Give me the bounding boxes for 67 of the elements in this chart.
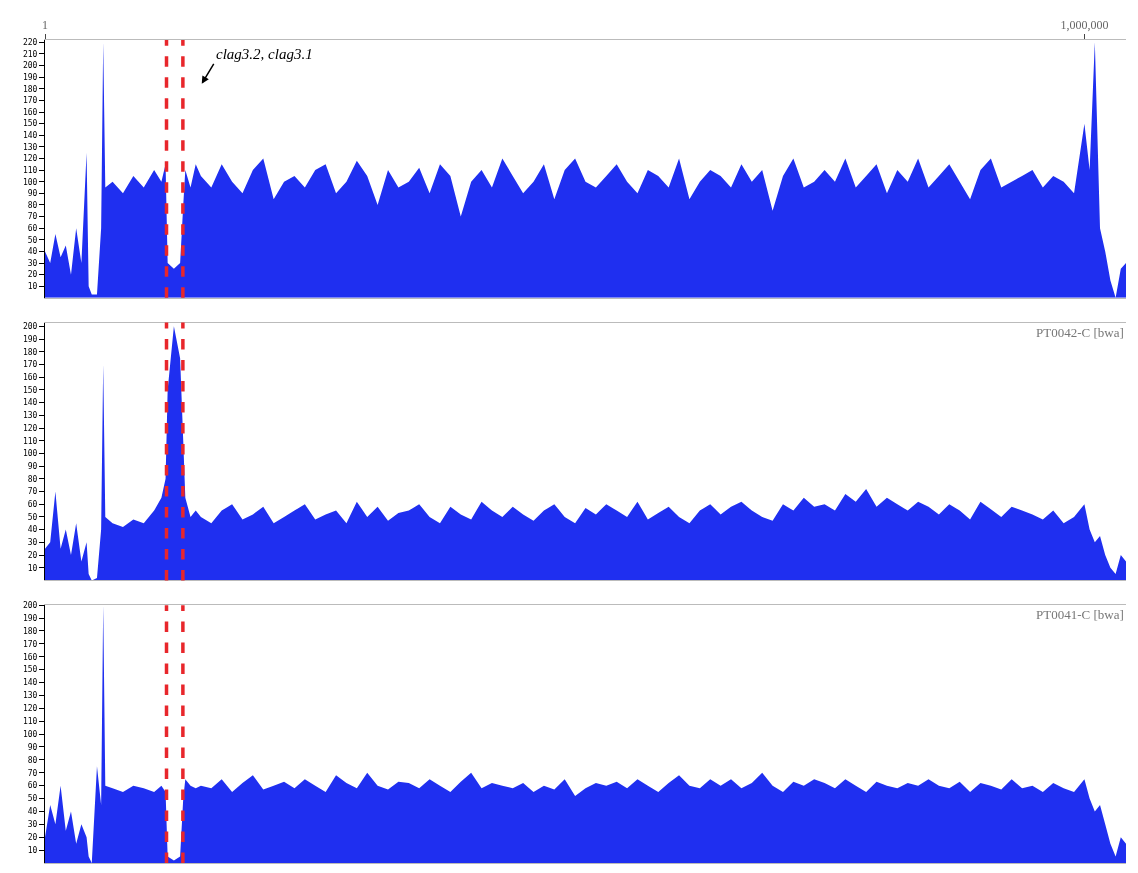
- y-tick-label: 100: [22, 449, 38, 459]
- y-tick-label: 70: [27, 487, 38, 497]
- y-tick-label: 30: [27, 820, 38, 830]
- y-tick-label: 40: [27, 247, 38, 257]
- y-tick-label: 100: [22, 177, 38, 187]
- y-tick-label: 150: [22, 665, 38, 675]
- y-tick-label: 60: [27, 500, 38, 510]
- y-tick-label: 150: [22, 385, 38, 395]
- y-tick-label: 200: [22, 322, 38, 332]
- y-tick-label: 50: [27, 235, 38, 245]
- y-tick-label: 40: [27, 525, 38, 535]
- y-tick-label: 130: [22, 142, 38, 152]
- chart-title: PT0042-C [bwa]: [1036, 325, 1124, 340]
- y-tick-label: 70: [27, 768, 38, 778]
- y-tick-label: 80: [27, 200, 38, 210]
- y-tick-label: 80: [27, 474, 38, 484]
- y-tick-label: 130: [22, 691, 38, 701]
- y-tick-label: 120: [22, 423, 38, 433]
- y-tick-label: 210: [22, 49, 38, 59]
- y-tick-label: 20: [27, 550, 38, 560]
- y-tick-label: 200: [22, 61, 38, 71]
- annotation: clag3.2, clag3.1: [216, 46, 313, 62]
- y-tick-label: 140: [22, 678, 38, 688]
- y-tick-label: 10: [27, 563, 38, 573]
- y-tick-label: 30: [27, 258, 38, 268]
- y-tick-label: 50: [27, 512, 38, 522]
- y-tick-label: 110: [22, 165, 38, 175]
- y-tick-label: 160: [22, 372, 38, 382]
- y-tick-label: 30: [27, 538, 38, 548]
- y-tick-label: 60: [27, 223, 38, 233]
- y-tick-label: 120: [22, 154, 38, 164]
- y-tick-label: 50: [27, 794, 38, 804]
- y-tick-label: 20: [27, 270, 38, 280]
- y-tick-label: 190: [22, 613, 38, 623]
- x-tick-label: 1,000,000: [1060, 18, 1109, 33]
- y-tick-label: 140: [22, 398, 38, 408]
- y-tick-label: 140: [22, 131, 38, 141]
- y-tick-label: 160: [22, 107, 38, 117]
- y-tick-label: 180: [22, 626, 38, 636]
- y-tick-label: 170: [22, 639, 38, 649]
- y-tick-label: 120: [22, 704, 38, 714]
- y-tick-label: 110: [22, 716, 38, 726]
- y-tick-label: 10: [27, 845, 38, 855]
- y-tick-label: 200: [22, 600, 38, 610]
- y-tick-label: 110: [22, 436, 38, 446]
- y-tick-label: 80: [27, 755, 38, 765]
- y-tick-label: 180: [22, 84, 38, 94]
- y-tick-label: 90: [27, 461, 38, 471]
- y-tick-label: 180: [22, 347, 38, 357]
- y-tick-label: 170: [22, 360, 38, 370]
- y-tick-label: 90: [27, 189, 38, 199]
- y-tick-label: 190: [22, 72, 38, 82]
- y-tick-label: 170: [22, 96, 38, 106]
- y-tick-label: 220: [22, 38, 38, 48]
- x-tick-label: 1: [42, 18, 48, 33]
- y-tick-label: 20: [27, 833, 38, 843]
- y-tick-label: 160: [22, 652, 38, 662]
- y-tick-label: 100: [22, 729, 38, 739]
- y-tick-label: 70: [27, 212, 38, 222]
- y-tick-label: 90: [27, 742, 38, 752]
- y-tick-label: 60: [27, 781, 38, 791]
- y-tick-label: 190: [22, 334, 38, 344]
- y-tick-label: 130: [22, 411, 38, 421]
- chart-title: PT0041-C [bwa]: [1036, 607, 1124, 622]
- y-tick-label: 40: [27, 807, 38, 817]
- y-tick-label: 150: [22, 119, 38, 129]
- y-tick-label: 10: [27, 282, 38, 292]
